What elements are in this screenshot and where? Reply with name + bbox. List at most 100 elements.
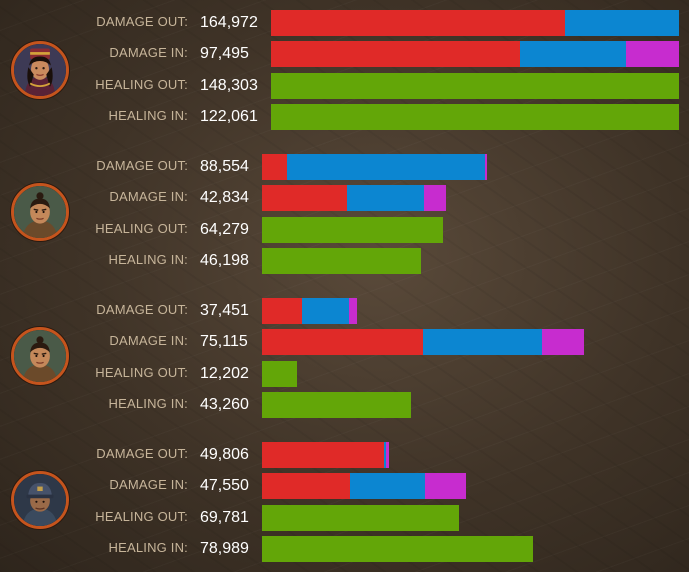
physical-damage-segment — [262, 185, 347, 211]
damage-in-bar — [262, 185, 446, 211]
healing-in-label: HEALING IN: — [108, 108, 188, 123]
damage-out-label: DAMAGE OUT: — [96, 14, 188, 29]
damage-out-row: DAMAGE OUT: 164,972 — [0, 10, 689, 36]
physical-damage-segment — [271, 10, 565, 36]
healing-segment — [262, 361, 297, 387]
healing-out-label: HEALING OUT: — [95, 509, 188, 524]
healing-in-value: 43,260 — [200, 396, 249, 413]
physical-damage-segment — [271, 41, 520, 67]
magical-damage-segment — [423, 329, 543, 355]
healing-in-value: 122,061 — [200, 108, 258, 125]
healing-out-row: HEALING OUT: 69,781 — [0, 505, 689, 531]
damage-out-value: 88,554 — [200, 158, 249, 175]
damage-in-value: 75,115 — [200, 333, 248, 350]
female-champion-portrait-icon — [11, 41, 69, 99]
magical-damage-segment — [383, 442, 387, 468]
damage-in-bar — [262, 329, 584, 355]
healing-in-row: HEALING IN: 122,061 — [0, 104, 689, 130]
healing-out-value: 148,303 — [200, 77, 258, 94]
magical-damage-segment — [286, 154, 485, 180]
healing-in-value: 46,198 — [200, 252, 249, 269]
player-stats-2: DAMAGE OUT: 88,554 DAMAGE IN: 42,834 HEA… — [0, 151, 689, 277]
healing-in-bar — [262, 392, 411, 418]
healing-segment — [262, 536, 533, 562]
physical-damage-segment — [262, 473, 350, 499]
damage-out-value: 37,451 — [200, 302, 249, 319]
damage-in-value: 42,834 — [200, 189, 249, 206]
player-stats-1: DAMAGE OUT: 164,972 DAMAGE IN: 97,495 HE… — [0, 7, 689, 133]
healing-out-bar — [262, 361, 297, 387]
damage-in-row: DAMAGE IN: 75,115 — [0, 329, 689, 355]
damage-out-label: DAMAGE OUT: — [96, 302, 188, 317]
healing-out-bar — [271, 73, 679, 99]
healing-in-label: HEALING IN: — [108, 252, 188, 267]
healing-out-bar — [262, 505, 459, 531]
damage-in-row: DAMAGE IN: 42,834 — [0, 185, 689, 211]
healing-segment — [262, 217, 443, 243]
healing-out-label: HEALING OUT: — [95, 221, 188, 236]
damage-out-value: 49,806 — [200, 446, 249, 463]
topknot-warrior-portrait-icon — [11, 327, 69, 385]
physical-damage-segment — [262, 329, 423, 355]
healing-in-bar — [271, 104, 679, 130]
healing-out-row: HEALING OUT: 148,303 — [0, 73, 689, 99]
healing-in-row: HEALING IN: 46,198 — [0, 248, 689, 274]
damage-out-row: DAMAGE OUT: 88,554 — [0, 154, 689, 180]
damage-out-row: DAMAGE OUT: 37,451 — [0, 298, 689, 324]
healing-out-bar — [262, 217, 443, 243]
true-damage-segment — [484, 154, 487, 180]
physical-damage-segment — [262, 298, 302, 324]
true-damage-segment — [423, 185, 446, 211]
damage-out-label: DAMAGE OUT: — [96, 446, 188, 461]
healing-in-label: HEALING IN: — [108, 396, 188, 411]
healing-out-row: HEALING OUT: 64,279 — [0, 217, 689, 243]
magical-damage-segment — [349, 473, 426, 499]
damage-in-row: DAMAGE IN: 97,495 — [0, 41, 689, 67]
damage-out-value: 164,972 — [200, 14, 258, 31]
damage-out-row: DAMAGE OUT: 49,806 — [0, 442, 689, 468]
healing-out-value: 64,279 — [200, 221, 249, 238]
magical-damage-segment — [301, 298, 350, 324]
healing-out-label: HEALING OUT: — [95, 365, 188, 380]
true-damage-segment — [542, 329, 584, 355]
damage-in-value: 47,550 — [200, 477, 249, 494]
healing-in-bar — [262, 536, 533, 562]
healing-in-row: HEALING IN: 78,989 — [0, 536, 689, 562]
damage-in-bar — [271, 41, 679, 67]
damage-out-bar — [271, 10, 679, 36]
true-damage-segment — [425, 473, 466, 499]
magical-damage-segment — [564, 10, 679, 36]
healing-out-row: HEALING OUT: 12,202 — [0, 361, 689, 387]
magical-damage-segment — [519, 41, 626, 67]
healing-segment — [262, 248, 421, 274]
healing-out-value: 69,781 — [200, 509, 249, 526]
true-damage-segment — [386, 442, 389, 468]
damage-in-label: DAMAGE IN: — [109, 333, 188, 348]
physical-damage-segment — [262, 442, 384, 468]
damage-out-bar — [262, 442, 389, 468]
damage-in-label: DAMAGE IN: — [109, 45, 188, 60]
healing-segment — [271, 73, 679, 99]
damage-out-bar — [262, 154, 487, 180]
damage-in-bar — [262, 473, 466, 499]
player-stats-4: DAMAGE OUT: 49,806 DAMAGE IN: 47,550 HEA… — [0, 439, 689, 565]
healing-segment — [262, 392, 411, 418]
healing-in-row: HEALING IN: 43,260 — [0, 392, 689, 418]
damage-in-label: DAMAGE IN: — [109, 189, 188, 204]
topknot-warrior-portrait-icon — [11, 183, 69, 241]
healing-in-value: 78,989 — [200, 540, 249, 557]
true-damage-segment — [349, 298, 357, 324]
damage-out-bar — [262, 298, 357, 324]
healing-segment — [262, 505, 459, 531]
capped-soldier-portrait-icon — [11, 471, 69, 529]
damage-out-label: DAMAGE OUT: — [96, 158, 188, 173]
damage-in-value: 97,495 — [200, 45, 249, 62]
healing-in-label: HEALING IN: — [108, 540, 188, 555]
healing-out-label: HEALING OUT: — [95, 77, 188, 92]
magical-damage-segment — [346, 185, 424, 211]
damage-in-row: DAMAGE IN: 47,550 — [0, 473, 689, 499]
true-damage-segment — [625, 41, 679, 67]
healing-segment — [271, 104, 679, 130]
physical-damage-segment — [262, 154, 287, 180]
healing-out-value: 12,202 — [200, 365, 249, 382]
